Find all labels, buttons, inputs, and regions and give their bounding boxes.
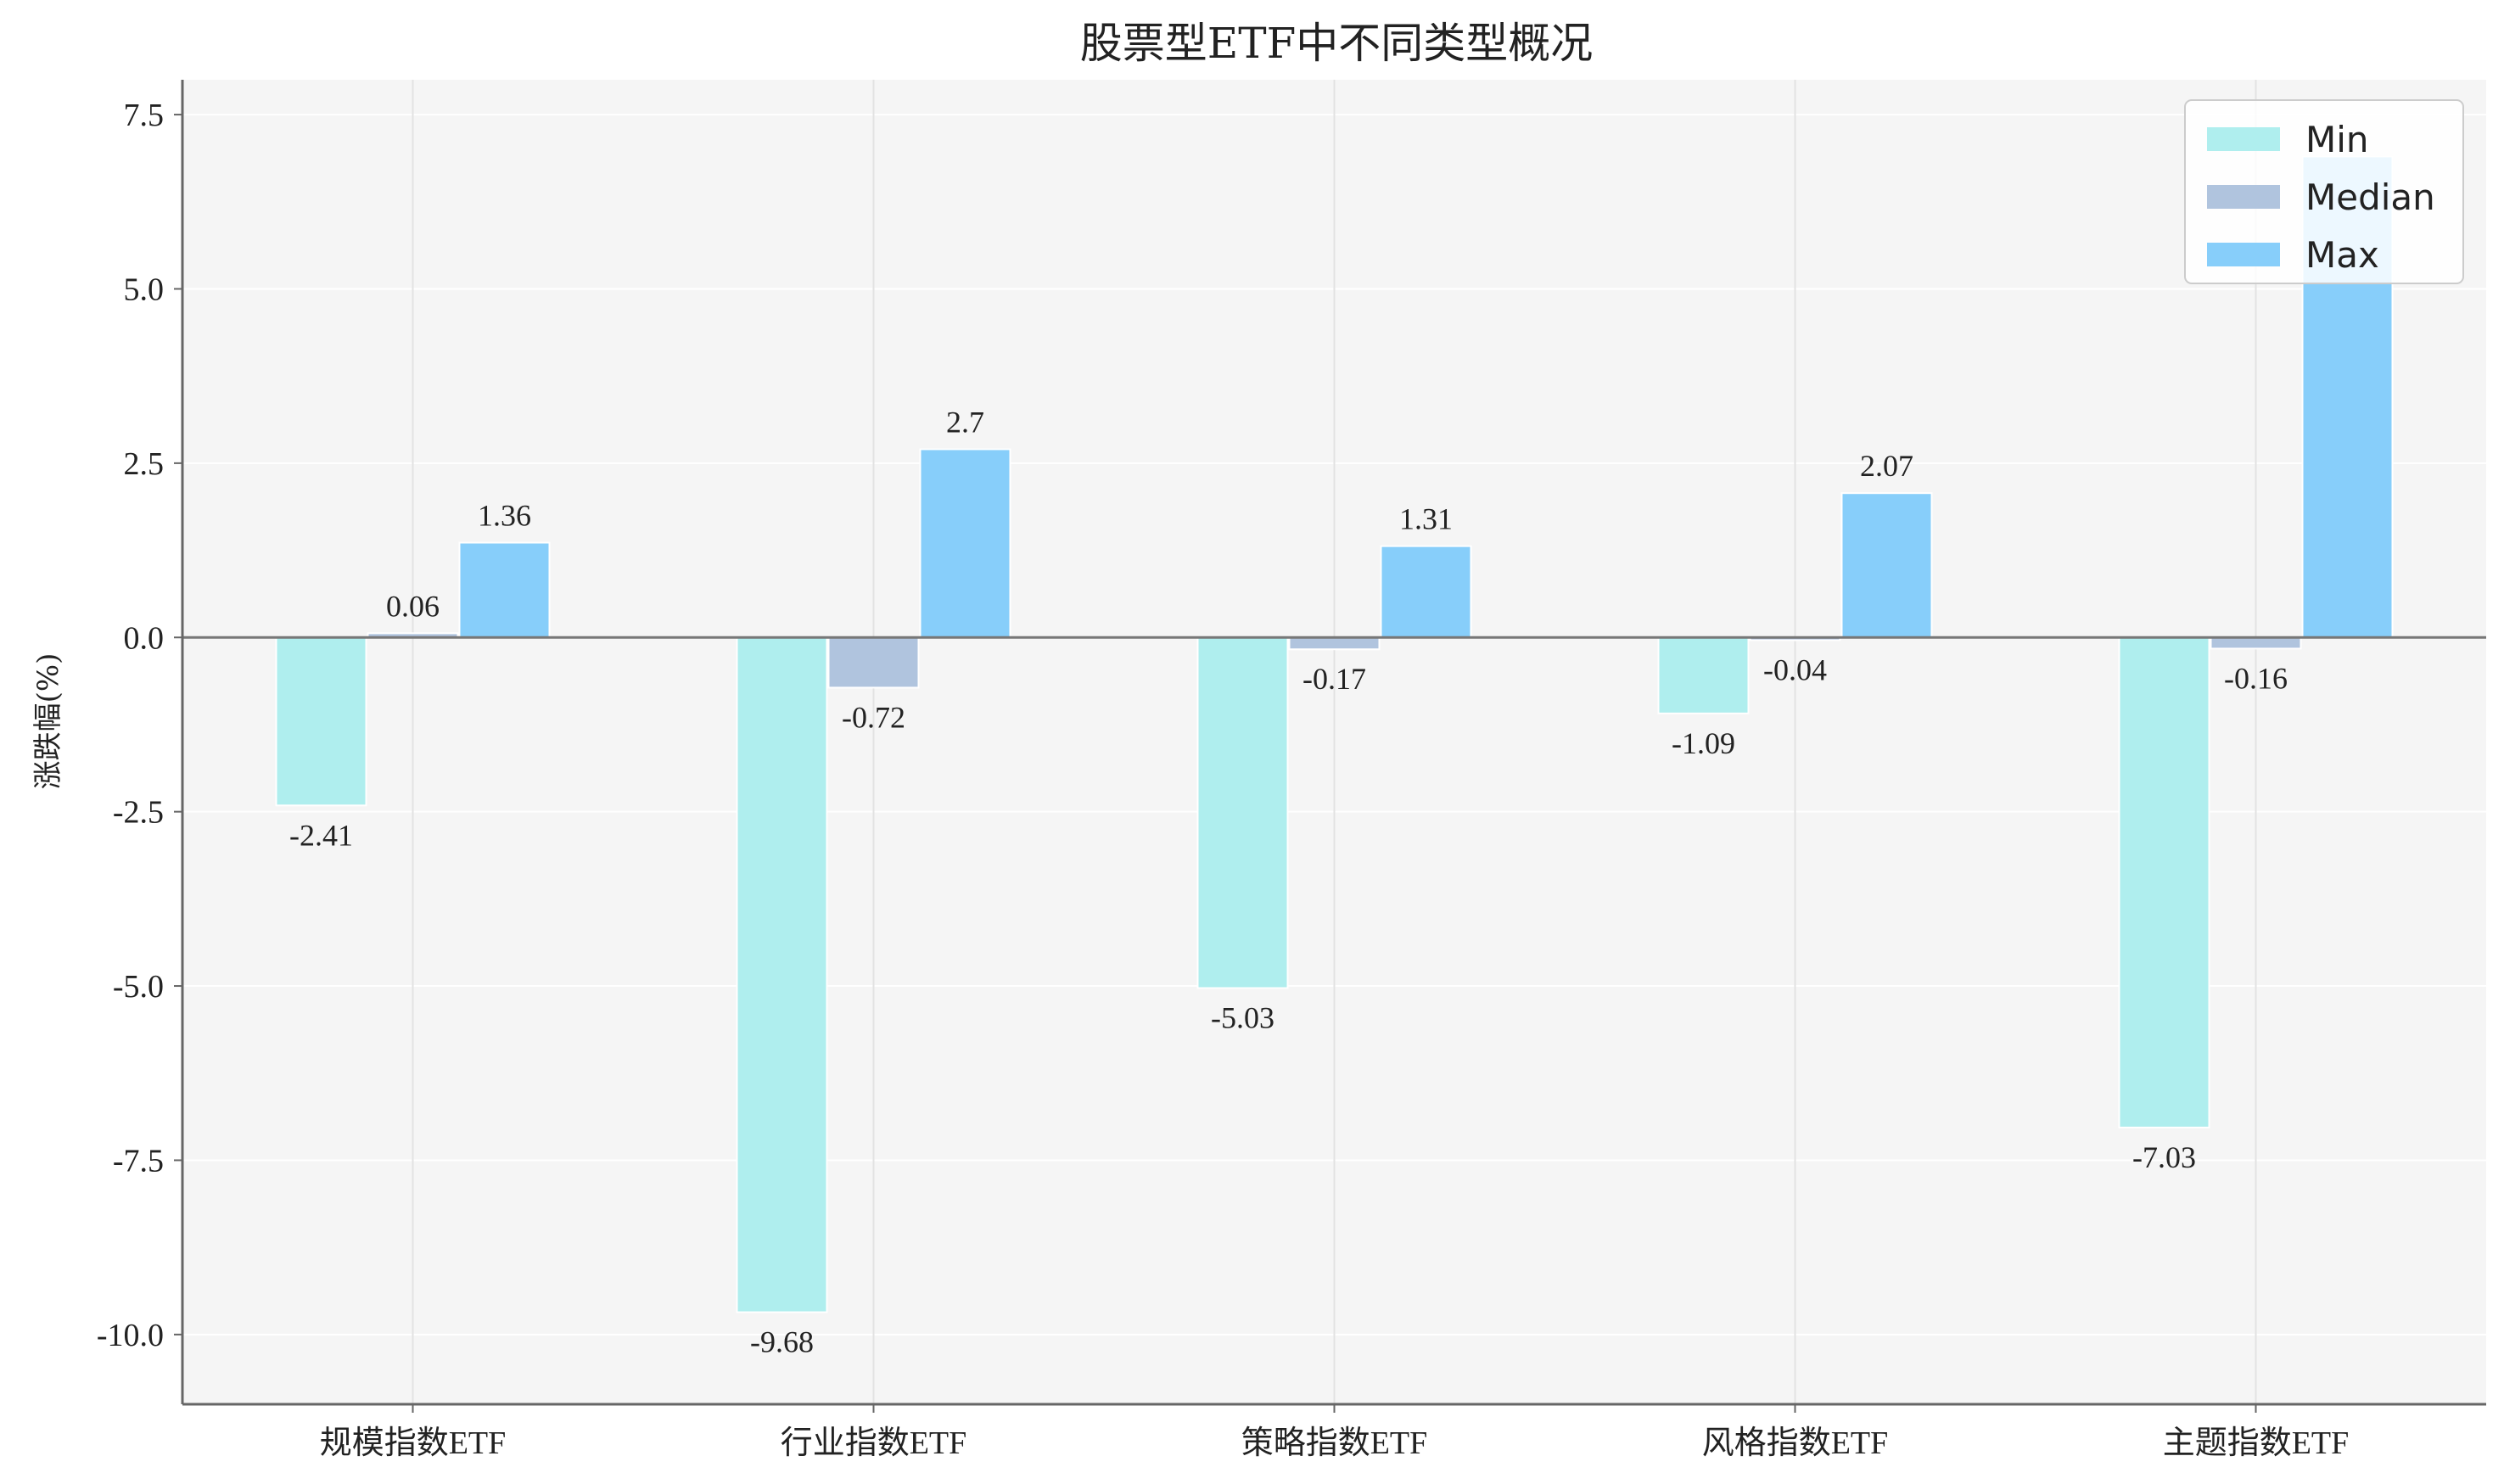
legend-swatch-median xyxy=(2207,185,2280,209)
data-label: 2.07 xyxy=(1860,449,1913,483)
y-tick-label: -7.5 xyxy=(113,1143,164,1179)
legend-label-median: Median xyxy=(2305,176,2435,218)
data-label: -0.17 xyxy=(1302,662,1366,696)
y-tick-label: 0.0 xyxy=(124,620,165,656)
data-label: -0.16 xyxy=(2224,661,2288,695)
y-tick-label: -5.0 xyxy=(113,969,164,1005)
x-tick-label: 策略指数ETF xyxy=(1241,1425,1428,1461)
data-label: 1.36 xyxy=(478,499,531,533)
y-tick-label: -2.5 xyxy=(113,795,164,831)
data-label: -1.09 xyxy=(1672,726,1735,760)
data-label: -5.03 xyxy=(1211,1001,1274,1035)
x-tick-label: 主题指数ETF xyxy=(2163,1425,2350,1461)
data-label: 2.7 xyxy=(946,405,984,439)
y-tick-label: 5.0 xyxy=(124,272,165,307)
bar-min xyxy=(1196,636,1289,989)
bar-min xyxy=(275,636,367,807)
chart-title: 股票型ETF中不同类型概况 xyxy=(1080,19,1594,68)
data-label: 1.31 xyxy=(1399,502,1453,536)
data-label: -7.03 xyxy=(2132,1140,2196,1174)
legend-label-max: Max xyxy=(2305,234,2379,276)
x-tick-label: 风格指数ETF xyxy=(1702,1425,1889,1461)
plot-area: -10.0 -7.5 -5.0 -2.5 0.0 2.5 5.0 7.5 -2.41 -9.68 -… xyxy=(97,80,2486,1461)
bar-max xyxy=(458,541,551,639)
data-label: 0.06 xyxy=(386,589,440,623)
x-tick-label: 行业指数ETF xyxy=(781,1425,967,1461)
y-tick-label: 7.5 xyxy=(124,98,165,133)
data-label: -2.41 xyxy=(289,818,353,852)
data-label: -9.68 xyxy=(750,1325,814,1359)
bar-median xyxy=(827,636,920,689)
y-tick-label: -10.0 xyxy=(97,1318,164,1353)
bar-max xyxy=(1380,545,1472,639)
y-tick-label: 2.5 xyxy=(124,446,165,482)
data-label: -0.72 xyxy=(842,700,905,734)
bar-median xyxy=(2210,636,2302,650)
bar-min xyxy=(1657,636,1750,714)
legend-label-min: Min xyxy=(2305,119,2369,160)
legend-swatch-min xyxy=(2207,127,2280,151)
y-axis-label: 涨跌幅(%) xyxy=(31,653,65,790)
bar-median xyxy=(1288,636,1381,651)
bar-max xyxy=(1840,492,1933,639)
bar-max xyxy=(919,448,1011,639)
bar-min xyxy=(736,636,828,1313)
data-label: -0.04 xyxy=(1763,653,1827,687)
legend-swatch-max xyxy=(2207,243,2280,266)
x-tick-label: 规模指数ETF xyxy=(320,1425,507,1461)
legend: Min Median Max xyxy=(2184,99,2464,284)
bar-min xyxy=(2118,636,2210,1128)
